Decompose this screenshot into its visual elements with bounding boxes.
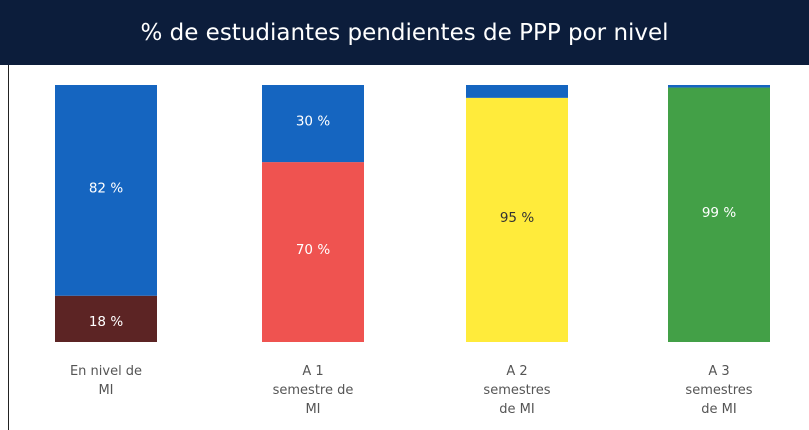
bar-segment xyxy=(668,87,770,342)
bar-segment xyxy=(55,85,157,296)
data-label: 70 % xyxy=(296,242,330,258)
bar-segment xyxy=(466,97,568,342)
data-label: 82 % xyxy=(89,180,123,196)
bar-segment xyxy=(668,85,770,88)
bar-segment xyxy=(262,85,364,163)
data-label: 30 % xyxy=(296,114,330,130)
x-tick-label: A 1 semestre de MI xyxy=(272,364,354,417)
chart-title: % de estudiantes pendientes de PPP por n… xyxy=(0,0,809,65)
bar-segment xyxy=(466,85,568,98)
bar-segment xyxy=(262,162,364,342)
card-border xyxy=(8,65,9,430)
x-tick-label: A 2 semestres de MI xyxy=(483,364,551,417)
bar-segment xyxy=(55,295,157,342)
x-tick-label: En nivel de MI xyxy=(69,364,143,398)
x-tick-label: A 3 semestres de MI xyxy=(685,364,753,417)
data-label: 95 % xyxy=(500,210,534,226)
data-label: 99 % xyxy=(702,205,736,221)
data-label: 18 % xyxy=(89,314,123,330)
